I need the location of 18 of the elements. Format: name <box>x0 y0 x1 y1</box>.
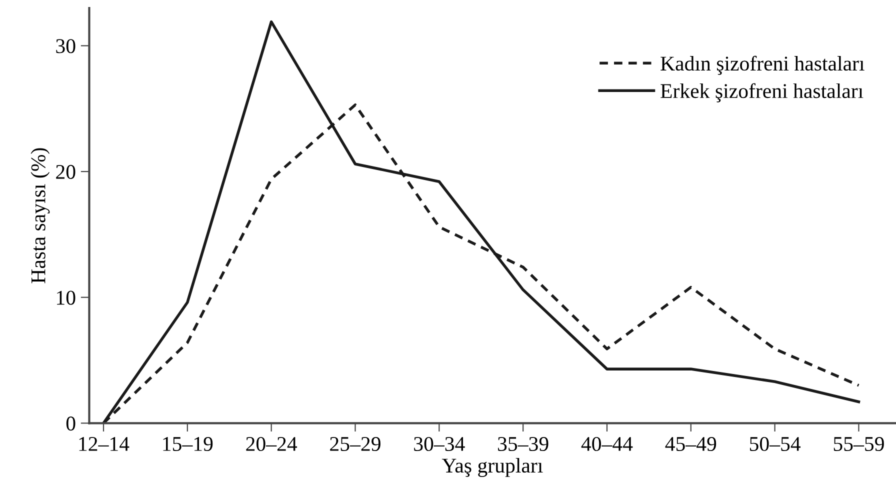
x-tick-label: 45–49 <box>665 437 716 452</box>
legend-label: Erkek şizofreni hastaları <box>660 83 864 102</box>
x-tick-label: 25–29 <box>330 437 380 452</box>
y-tick-label: 0 <box>66 416 76 431</box>
legend-label: Kadın şizofreni hastaları <box>660 56 864 75</box>
y-axis-title: Hasta sayısı (%) <box>30 148 50 284</box>
x-tick-label: 55–59 <box>834 437 884 452</box>
x-tick-label: 30–34 <box>414 436 465 452</box>
x-tick-label: 40–44 <box>581 436 633 452</box>
x-axis-title: Yaş grupları <box>442 458 543 477</box>
x-tick-label: 50–54 <box>750 436 801 452</box>
x-tick-label: 20–24 <box>246 436 298 452</box>
y-tick-label: 20 <box>56 164 76 179</box>
y-tick-label: 10 <box>57 290 76 305</box>
x-tick-label: 15–19 <box>163 437 213 452</box>
x-tick-label: 35–39 <box>498 437 548 452</box>
x-tick-label: 12–14 <box>79 437 130 451</box>
y-tick-label: 30 <box>56 39 76 54</box>
